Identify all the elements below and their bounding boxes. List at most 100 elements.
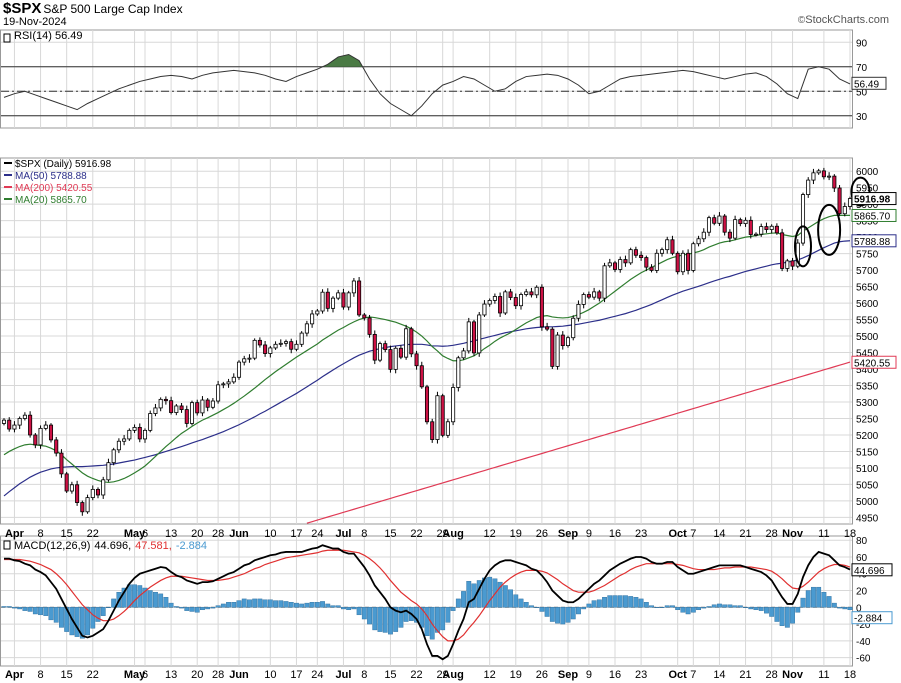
x-tick-label-bottom: 18: [844, 669, 856, 681]
macd-histogram-bar: [555, 607, 560, 624]
price-y-tick: 5300: [856, 398, 879, 409]
candle-down: [821, 170, 826, 178]
candle-down: [774, 225, 779, 234]
value-label-ma200: 5420.55: [854, 358, 891, 369]
candle-up: [226, 381, 231, 385]
macd-y-tick: 20: [856, 587, 868, 598]
hist-value-tag: [851, 611, 893, 625]
candle-down: [64, 473, 69, 492]
macd-histogram-bar: [398, 607, 404, 628]
x-tick-label: Jul: [335, 528, 351, 540]
legend-ma50: MA(50) 5788.88: [15, 171, 87, 182]
candle-up: [576, 303, 581, 319]
macd-histogram-bar: [617, 595, 623, 608]
chart-symbol: $SPX S&P 500 Large Cap Index: [3, 0, 183, 17]
legend-ma20: MA(20) 5865.70: [15, 195, 87, 206]
candle-up: [827, 175, 832, 178]
candle-up: [759, 226, 764, 235]
candle-up: [90, 488, 95, 499]
price-y-tick: 5100: [856, 464, 879, 475]
price-y-tick: 5150: [856, 447, 879, 458]
candle-up: [273, 343, 278, 349]
macd-histogram-bar: [722, 604, 728, 608]
macd-histogram-bar: [769, 607, 775, 617]
macd-panel-frame: [0, 535, 853, 667]
x-tick-label-bottom: 13: [165, 669, 177, 681]
candle-up: [571, 317, 576, 339]
macd-histogram-bar: [711, 604, 717, 608]
macd-histogram-bar: [200, 607, 205, 611]
candle-up: [461, 350, 466, 359]
annotation-circle: [794, 225, 812, 268]
price-y-tick: 5200: [856, 431, 879, 442]
macd-histogram-bar: [179, 607, 184, 609]
macd-histogram-bar: [513, 594, 519, 608]
macd-histogram-bar: [74, 607, 80, 637]
macd-histogram-bar: [184, 607, 190, 611]
macd-histogram-bar: [351, 607, 357, 610]
macd-histogram-bar: [205, 607, 211, 610]
macd-histogram-bar: [382, 607, 388, 633]
candle-up: [132, 426, 137, 431]
rsi-overbought-fill: [322, 54, 363, 67]
candle-up: [565, 337, 571, 347]
candle-down: [325, 291, 330, 309]
price-y-tick: 5700: [856, 266, 879, 277]
macd-histogram-bar: [194, 607, 200, 613]
ma20-line: [3, 214, 850, 484]
candle-down: [639, 254, 644, 258]
x-tick-label: Oct: [668, 528, 687, 540]
macd-histogram-bar: [675, 607, 681, 611]
macd-histogram-bar: [299, 603, 305, 608]
macd-histogram-bar: [497, 581, 503, 608]
candle-up: [22, 414, 27, 419]
macd-histogram-bar: [27, 607, 33, 612]
candle-down: [513, 297, 518, 307]
candle-up: [654, 252, 659, 271]
candle-up: [592, 291, 597, 298]
candle-up: [518, 294, 524, 307]
x-tick-label-bottom: 15: [61, 669, 73, 681]
candle-up: [252, 339, 257, 359]
macd-histogram-bar: [633, 597, 639, 608]
candle-up: [122, 438, 127, 442]
candle-up: [451, 387, 456, 423]
candle-up: [158, 398, 163, 409]
macd-histogram-bar: [247, 599, 252, 608]
macd-histogram-bar: [137, 585, 143, 608]
macd-histogram-bar: [847, 607, 853, 611]
macd-histogram-bar: [330, 605, 336, 608]
x-tick-label: 9: [586, 528, 592, 540]
symbol-text: $SPX: [3, 0, 42, 17]
x-tick-label-bottom: Jul: [335, 669, 351, 681]
candle-up: [210, 400, 215, 408]
candle-up: [299, 332, 304, 345]
macd-histogram-bar: [643, 602, 649, 608]
macd-legend-part: 44.696,: [94, 540, 131, 552]
candle-down: [712, 217, 717, 224]
macd-histogram-bar: [85, 607, 90, 636]
macd-value-label: 44.696: [854, 566, 885, 577]
legend-ma200: MA(200) 5420.55: [15, 183, 93, 194]
macd-histogram-bar: [153, 591, 158, 608]
macd-y-tick: 80: [856, 536, 868, 547]
macd-histogram-bar: [842, 607, 848, 610]
candle-up: [701, 231, 706, 240]
candle-up: [200, 399, 205, 414]
candle-down: [623, 259, 628, 264]
x-tick-label: 18: [844, 528, 856, 540]
candle-down: [424, 386, 430, 423]
x-tick-label-bottom: 20: [191, 669, 203, 681]
macd-histogram-bar: [273, 600, 278, 608]
macd-histogram-bar: [487, 576, 493, 608]
x-tick-label-bottom: 10: [264, 669, 276, 681]
x-tick-label-bottom: 11: [818, 669, 829, 681]
candle-up: [106, 462, 111, 481]
x-tick-label: 6: [142, 528, 148, 540]
macd-histogram-bar: [111, 598, 117, 608]
x-tick-label-bottom: Nov: [782, 669, 804, 681]
x-tick-label-bottom: 22: [410, 669, 422, 681]
macd-line: [4, 544, 851, 661]
candle-up: [618, 259, 623, 270]
macd-histogram-bar: [800, 597, 806, 608]
